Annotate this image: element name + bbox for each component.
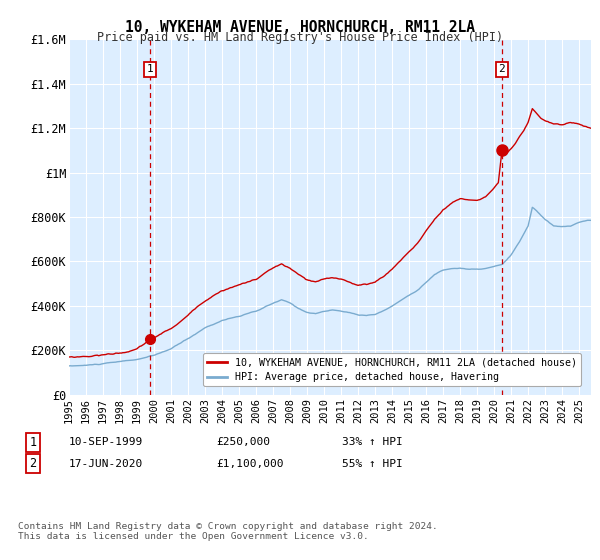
Text: Contains HM Land Registry data © Crown copyright and database right 2024.
This d: Contains HM Land Registry data © Crown c… xyxy=(18,522,438,542)
Text: 33% ↑ HPI: 33% ↑ HPI xyxy=(342,437,403,447)
Text: Price paid vs. HM Land Registry's House Price Index (HPI): Price paid vs. HM Land Registry's House … xyxy=(97,31,503,44)
Text: 10-SEP-1999: 10-SEP-1999 xyxy=(69,437,143,447)
Text: 2: 2 xyxy=(29,457,37,470)
Text: 17-JUN-2020: 17-JUN-2020 xyxy=(69,459,143,469)
Text: 1: 1 xyxy=(146,64,153,74)
Text: 10, WYKEHAM AVENUE, HORNCHURCH, RM11 2LA: 10, WYKEHAM AVENUE, HORNCHURCH, RM11 2LA xyxy=(125,20,475,35)
Text: £250,000: £250,000 xyxy=(216,437,270,447)
Text: 1: 1 xyxy=(29,436,37,449)
Text: 2: 2 xyxy=(499,64,505,74)
Text: 55% ↑ HPI: 55% ↑ HPI xyxy=(342,459,403,469)
Legend: 10, WYKEHAM AVENUE, HORNCHURCH, RM11 2LA (detached house), HPI: Average price, d: 10, WYKEHAM AVENUE, HORNCHURCH, RM11 2LA… xyxy=(203,353,581,386)
Text: £1,100,000: £1,100,000 xyxy=(216,459,284,469)
